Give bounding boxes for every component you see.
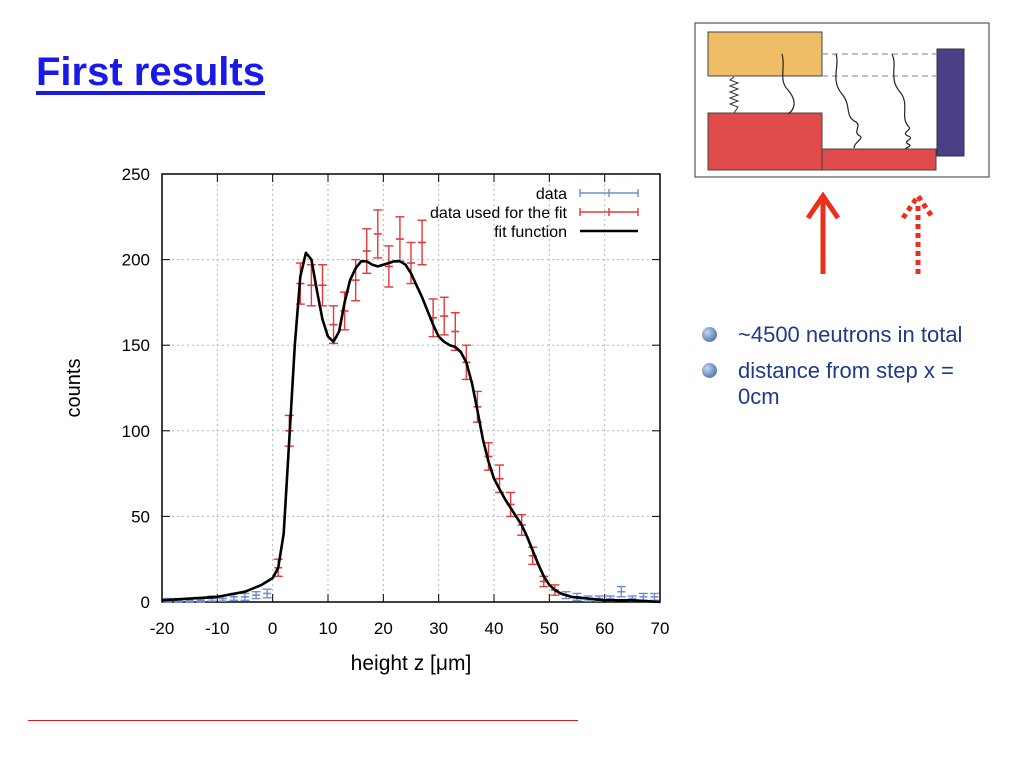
data-point — [240, 592, 250, 601]
x-tick-label: 60 — [595, 619, 614, 638]
schematic-wavefunction-1 — [781, 53, 795, 115]
data-point — [362, 228, 372, 274]
data-point — [317, 264, 327, 307]
data-point — [351, 258, 361, 302]
schematic-top-block — [707, 31, 823, 77]
arrows-group — [805, 191, 936, 274]
x-tick-label: 30 — [429, 619, 448, 638]
y-tick-label: 250 — [122, 165, 150, 184]
setup-schematic — [694, 22, 990, 178]
schematic-wavefunction-3 — [891, 53, 912, 150]
x-tick-label: -20 — [150, 619, 175, 638]
data-point — [649, 592, 659, 601]
x-axis-label: height z [μm] — [351, 652, 472, 675]
fit-function-line — [161, 251, 661, 604]
data-point — [373, 209, 383, 259]
x-tick-label: -10 — [205, 619, 230, 638]
bullet-item: distance from step x = 0cm — [702, 358, 992, 410]
data-point — [406, 241, 416, 285]
bullet-text: distance from step x = 0cm — [738, 358, 954, 409]
bullet-dot-icon — [702, 327, 717, 342]
y-axis-label: counts — [63, 359, 85, 418]
schematic-wavefunction-2 — [835, 53, 862, 149]
data-point — [417, 219, 427, 266]
bullet-item: ~4500 neutrons in total — [702, 322, 992, 348]
series-layer — [161, 209, 661, 604]
legend-label: fit function — [494, 224, 567, 241]
footer-divider — [28, 720, 578, 721]
bullet-text: ~4500 neutrons in total — [738, 322, 963, 347]
data-point — [251, 591, 261, 600]
data-point — [329, 305, 339, 345]
legend-label: data — [536, 186, 567, 203]
data-point — [638, 592, 648, 601]
schematic-spring — [728, 76, 740, 114]
schematic-step-block — [821, 148, 937, 171]
up-arrow-icon — [805, 191, 841, 274]
slide-title: First results — [36, 50, 265, 94]
schematic-mirror — [936, 48, 965, 157]
chart-grid — [161, 173, 661, 603]
y-tick-label: 100 — [122, 422, 150, 441]
y-tick-label: 0 — [141, 593, 150, 612]
data-point — [439, 296, 449, 336]
x-tick-label: 10 — [319, 619, 338, 638]
data-point — [262, 588, 272, 599]
chart-legend: data data used for the fit fit function — [430, 186, 639, 241]
data-point — [384, 245, 394, 288]
x-tick-label: 40 — [485, 619, 504, 638]
axis-ticks: -20 -10 0 10 20 30 40 50 60 70 0 50 100 150 200 250 — [122, 165, 670, 638]
series-fit-data — [273, 209, 560, 596]
y-tick-label: 200 — [122, 251, 150, 270]
legend-label: data used for the fit — [430, 205, 568, 222]
y-tick-label: 150 — [122, 336, 150, 355]
histogram-chart: -20 -10 0 10 20 30 40 50 60 70 0 50 100 150 200 250 cou… — [63, 165, 670, 675]
y-tick-label: 50 — [131, 507, 150, 526]
dashed-up-arrow-icon — [900, 191, 936, 274]
data-point — [395, 216, 405, 263]
x-tick-label: 50 — [540, 619, 559, 638]
x-tick-label: 20 — [374, 619, 393, 638]
plot-frame — [161, 173, 661, 603]
data-point — [616, 585, 626, 598]
x-tick-label: 70 — [651, 619, 670, 638]
x-tick-label: 0 — [268, 619, 277, 638]
bullet-list: ~4500 neutrons in total distance from st… — [702, 322, 992, 420]
bullet-dot-icon — [702, 363, 717, 378]
schematic-bottom-block — [707, 112, 823, 171]
